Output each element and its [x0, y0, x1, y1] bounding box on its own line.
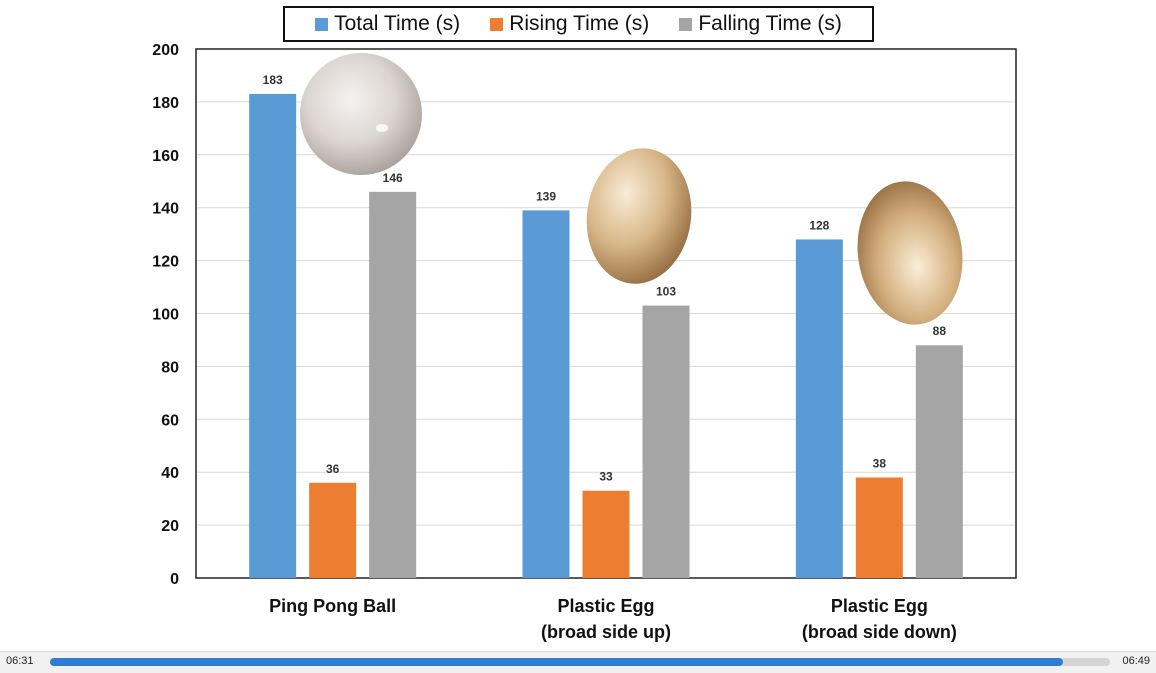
y-tick-label: 40	[161, 465, 179, 482]
y-tick-label: 160	[152, 148, 179, 165]
y-tick-label: 60	[161, 412, 179, 429]
legend-item-rising-time: Rising Time (s)	[490, 12, 649, 36]
bars	[249, 93, 963, 578]
data-label: 103	[656, 285, 676, 299]
legend-label-rising-time: Rising Time (s)	[509, 12, 650, 35]
data-label: 33	[599, 470, 613, 484]
plastic-egg-broad-side-up-image	[586, 148, 692, 284]
bar	[369, 191, 417, 578]
bar	[642, 305, 690, 578]
bar	[915, 345, 963, 578]
total-time: 06:49	[1122, 655, 1150, 667]
data-label: 128	[809, 218, 829, 232]
y-tick-label: 200	[152, 42, 179, 59]
data-label: 38	[873, 456, 887, 470]
progress-bar[interactable]	[50, 658, 1110, 666]
y-tick-label: 0	[170, 571, 179, 588]
data-label: 36	[326, 462, 340, 476]
x-category-label: Plastic Egg	[557, 596, 654, 616]
ping-pong-ball-image	[300, 53, 422, 175]
bar-chart: 0 20 40 60 80 100 120 140 160 180 200 Ping Pong Bal…	[152, 42, 1017, 642]
legend-swatch-total-time	[315, 17, 329, 31]
bar	[855, 477, 903, 578]
data-label: 183	[263, 73, 283, 87]
legend-item-falling-time: Falling Time (s)	[679, 12, 842, 36]
bar	[582, 490, 630, 578]
progress-fill	[50, 658, 1064, 666]
axes: 0 20 40 60 80 100 120 140 160 180 200 Ping Pong Bal…	[152, 42, 1017, 642]
y-tick-label: 20	[161, 518, 179, 535]
object-images	[300, 53, 963, 325]
bar	[309, 482, 357, 578]
legend-swatch-falling-time	[679, 17, 693, 31]
data-label: 139	[536, 189, 556, 203]
x-category-label: (broad side up)	[541, 622, 671, 642]
elapsed-time: 06:31	[6, 655, 34, 667]
bar	[795, 239, 843, 578]
legend-item-total-time: Total Time (s)	[315, 12, 460, 36]
x-category-label: Ping Pong Ball	[269, 596, 396, 616]
data-label: 88	[933, 324, 947, 338]
y-tick-label: 180	[152, 95, 179, 112]
legend-label-total-time: Total Time (s)	[334, 12, 461, 35]
x-category-label: Plastic Egg	[831, 596, 928, 616]
bar	[522, 210, 570, 578]
legend-label-falling-time: Falling Time (s)	[698, 12, 842, 35]
y-tick-label: 140	[152, 201, 179, 218]
x-category-label: (broad side down)	[802, 622, 957, 642]
bar	[249, 93, 297, 578]
data-label: 146	[383, 171, 403, 185]
data-labels: 183 36 146 139 33 103 128 38 88	[263, 73, 947, 484]
y-tick-label: 80	[161, 359, 179, 376]
y-tick-label: 120	[152, 254, 179, 271]
chart-legend: Total Time (s) Rising Time (s) Falling T…	[283, 6, 874, 42]
video-player-controls: 06:31 06:49	[0, 651, 1156, 673]
y-tick-label: 100	[152, 307, 179, 324]
plastic-egg-broad-side-down-image	[857, 181, 963, 325]
legend-swatch-rising-time	[490, 17, 504, 31]
